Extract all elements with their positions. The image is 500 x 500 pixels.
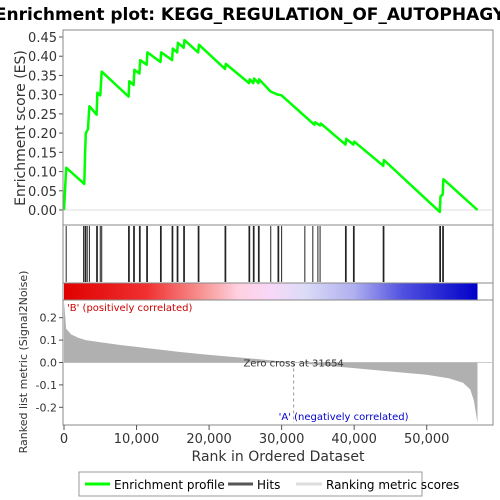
positive-correlation-label: 'B' (positively correlated) [67,303,192,314]
es-y-tick-label: 0.20 [28,127,57,142]
metric-y-tick-label: -0.2 [36,401,57,414]
es-y-label: Enrichment score (ES) [13,50,29,206]
es-y-tick-label: 0.25 [28,108,57,123]
hits-marks [65,226,444,282]
x-tick-label: 10,000 [114,432,160,447]
x-tick-label: 20,000 [186,432,232,447]
hits-panel [62,224,494,284]
chart-title: Enrichment plot: KEGG_REGULATION_OF_AUTO… [0,5,500,25]
es-y-tick-label: 0.00 [28,204,57,219]
x-tick-label: 40,000 [331,432,377,447]
es-y-tick-label: 0.45 [28,31,57,46]
es-y-tick-label: 0.35 [28,69,57,84]
es-y-tick-label: 0.30 [28,89,57,104]
x-axis: 0 10,000 20,000 30,000 40,000 50,000 [60,425,450,447]
metric-y-tick-label: 0.2 [40,312,58,325]
metric-y-tick-label: 0.1 [40,334,58,347]
metric-y-axis: -0.2 -0.1 0.0 0.1 0.2 [36,312,63,414]
es-y-axis: 0.00 0.05 0.10 0.15 0.20 0.25 0.30 0.35 0.40 0.45 [28,31,63,219]
ranked-metric-panel: -0.2 -0.1 0.0 0.1 0.2 'B' (positively correl… [17,271,494,454]
es-y-tick-label: 0.05 [28,185,57,200]
metric-y-tick-label: 0.0 [40,357,58,370]
x-axis-label: Rank in Ordered Dataset [192,449,365,465]
ranking-color-band [64,283,478,300]
enrichment-profile-line [62,38,479,214]
legend: Enrichment profile Hits Ranking metric s… [78,471,459,497]
negative-correlation-label: 'A' (negatively correlated) [279,412,409,423]
es-panel-frame [62,29,494,226]
x-tick-label: 0 [60,432,68,447]
x-tick-label: 30,000 [259,432,305,447]
metric-y-label: Ranked list metric (Signal2Noise) [17,271,30,454]
legend-label-hits: Hits [257,478,280,492]
zero-cross-label: Zero cross at 31654 [243,359,343,370]
es-y-tick-label: 0.10 [28,166,57,181]
legend-label-ranking: Ranking metric scores [326,478,459,492]
ranking-metric-area [64,302,478,423]
es-y-tick-label: 0.15 [28,146,57,161]
es-y-tick-label: 0.40 [28,50,57,65]
x-tick-label: 50,000 [404,432,450,447]
enrichment-panel: 0.00 0.05 0.10 0.15 0.20 0.25 0.30 0.35 0.40 0.45… [13,29,494,226]
legend-label-enrichment: Enrichment profile [114,478,225,492]
metric-y-tick-label: -0.1 [36,379,57,392]
